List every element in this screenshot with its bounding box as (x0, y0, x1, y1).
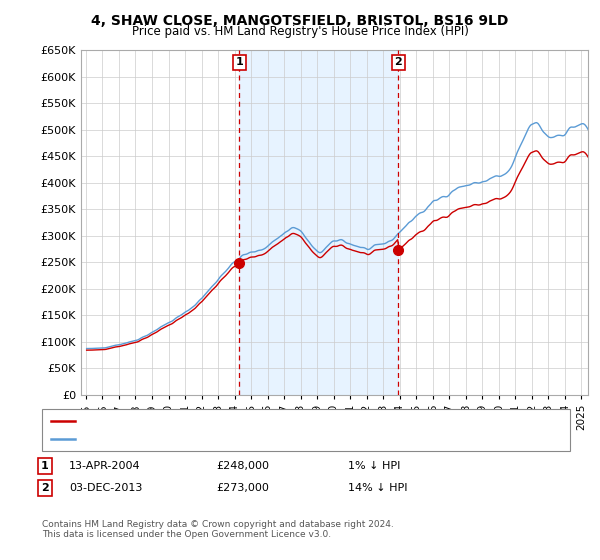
Text: £248,000: £248,000 (216, 461, 269, 471)
Text: 1% ↓ HPI: 1% ↓ HPI (348, 461, 400, 471)
Text: 1: 1 (236, 58, 243, 67)
Text: 14% ↓ HPI: 14% ↓ HPI (348, 483, 407, 493)
Text: 03-DEC-2013: 03-DEC-2013 (69, 483, 142, 493)
Text: 13-APR-2004: 13-APR-2004 (69, 461, 140, 471)
Text: 4, SHAW CLOSE, MANGOTSFIELD, BRISTOL, BS16 9LD (detached house): 4, SHAW CLOSE, MANGOTSFIELD, BRISTOL, BS… (81, 416, 454, 426)
Text: 4, SHAW CLOSE, MANGOTSFIELD, BRISTOL, BS16 9LD: 4, SHAW CLOSE, MANGOTSFIELD, BRISTOL, BS… (91, 14, 509, 28)
Text: HPI: Average price, detached house, South Gloucestershire: HPI: Average price, detached house, Sout… (81, 434, 390, 444)
Text: 1: 1 (41, 461, 49, 471)
Text: 2: 2 (41, 483, 49, 493)
Text: £273,000: £273,000 (216, 483, 269, 493)
Text: Contains HM Land Registry data © Crown copyright and database right 2024.
This d: Contains HM Land Registry data © Crown c… (42, 520, 394, 539)
Bar (239, 50, 398, 395)
Text: Price paid vs. HM Land Registry's House Price Index (HPI): Price paid vs. HM Land Registry's House … (131, 25, 469, 38)
Text: 2: 2 (395, 58, 402, 67)
